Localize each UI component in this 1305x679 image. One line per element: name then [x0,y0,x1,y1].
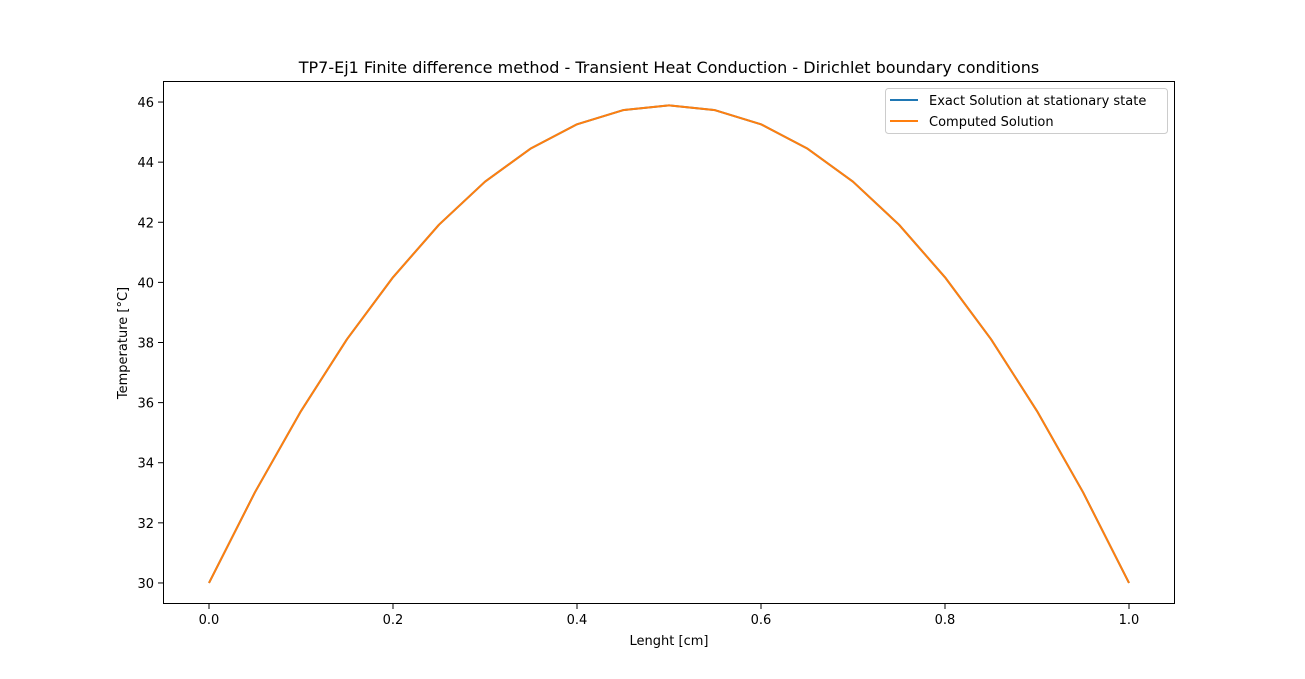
plot-area [163,81,1175,604]
y-tick-label: 44 [137,156,154,171]
legend-label-computed: Computed Solution [929,115,1054,130]
y-tick-label: 42 [137,216,154,231]
legend-box [885,88,1168,134]
x-tick-label: 1.0 [1119,613,1140,628]
series-line-computed [208,104,1130,584]
y-axis-ticks: 30 32 34 36 38 40 42 44 46 [137,96,163,592]
y-tick-label: 34 [137,457,154,472]
x-tick-label: 0.2 [383,613,404,628]
series-lines [208,104,1130,584]
y-tick-label: 30 [137,577,154,592]
y-tick-label: 36 [137,397,154,412]
legend: Exact Solution at stationary state Compu… [885,88,1168,134]
x-axis-ticks: 0.0 0.2 0.4 0.6 0.8 1.0 [199,604,1140,628]
chart-title: TP7-Ej1 Finite difference method - Trans… [298,58,1040,77]
y-tick-label: 32 [137,517,154,532]
x-axis-label: Lenght [cm] [630,634,709,649]
y-tick-label: 46 [137,96,154,111]
x-tick-label: 0.6 [751,613,772,628]
y-axis-label: Temperature [°C] [116,287,131,400]
plot-frame [163,81,1175,604]
x-tick-label: 0.0 [199,613,220,628]
x-tick-label: 0.8 [935,613,956,628]
legend-label-exact: Exact Solution at stationary state [929,94,1146,109]
x-tick-label: 0.4 [567,613,588,628]
y-tick-label: 40 [137,276,154,291]
y-tick-label: 38 [137,337,154,352]
